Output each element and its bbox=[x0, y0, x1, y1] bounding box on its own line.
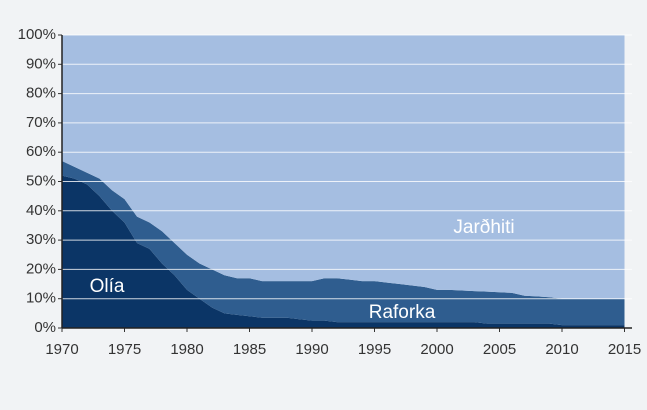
y-tick-label: 10% bbox=[26, 290, 56, 307]
x-tick-label: 1970 bbox=[45, 341, 78, 358]
area bbox=[62, 35, 625, 299]
x-tick-label: 1990 bbox=[295, 341, 328, 358]
x-tick-label: 2015 bbox=[608, 341, 641, 358]
y-tick-label: 40% bbox=[26, 202, 56, 219]
y-tick-label: 70% bbox=[26, 114, 56, 131]
x-tick-label: 1980 bbox=[170, 341, 203, 358]
area bbox=[62, 175, 625, 328]
x-tick-label: 2010 bbox=[545, 341, 578, 358]
y-tick-label: 100% bbox=[18, 26, 56, 43]
y-tick-label: 0% bbox=[34, 319, 56, 336]
series-label: Olía bbox=[90, 276, 125, 297]
y-tick-label: 80% bbox=[26, 85, 56, 102]
series-label: Jarðhiti bbox=[453, 217, 514, 238]
x-tick-label: 1975 bbox=[108, 341, 141, 358]
series-label: Raforka bbox=[369, 302, 436, 323]
x-tick-label: 2005 bbox=[483, 341, 516, 358]
y-tick-label: 90% bbox=[26, 55, 56, 72]
y-tick-label: 60% bbox=[26, 143, 56, 160]
y-tick-label: 30% bbox=[26, 231, 56, 248]
x-tick-label: 1995 bbox=[358, 341, 391, 358]
area bbox=[62, 160, 625, 326]
y-tick-label: 20% bbox=[26, 260, 56, 277]
y-tick-label: 50% bbox=[26, 172, 56, 189]
x-tick-label: 2000 bbox=[420, 341, 453, 358]
x-tick-label: 1985 bbox=[233, 341, 266, 358]
